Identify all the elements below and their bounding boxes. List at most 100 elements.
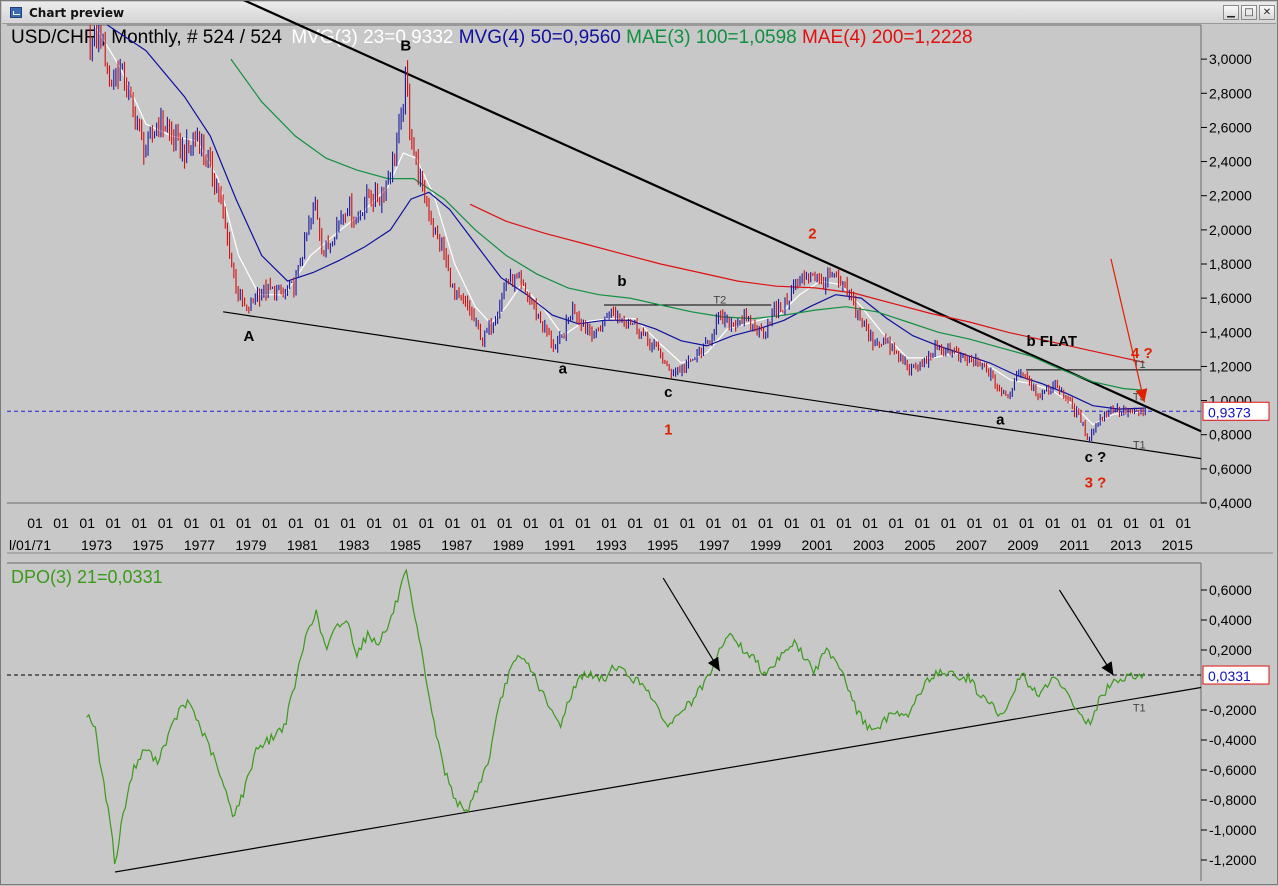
dpo-trendline — [114, 686, 1202, 873]
x-tick-year-label: 2011 — [1059, 537, 1089, 553]
price-current-value-box — [1202, 401, 1270, 421]
x-tick-month-label: 01 — [236, 515, 252, 531]
wave-label: T2 — [713, 294, 726, 306]
annotation-arrow — [1058, 589, 1115, 676]
price-current-value: 0,9373 — [1208, 404, 1251, 420]
wave-label: b FLAT — [1026, 333, 1077, 350]
x-tick-month-label: 01 — [967, 515, 983, 531]
price-y-tick-label: 0,8000 — [1209, 427, 1252, 443]
wave-label: 2 — [808, 225, 816, 242]
x-tick-month-label: 01 — [340, 515, 356, 531]
dpo-current-value-box — [1202, 665, 1270, 685]
wave-label: 4 ? — [1131, 345, 1153, 362]
maximize-button[interactable]: □ — [1241, 5, 1257, 20]
x-tick-month-label: 01 — [601, 515, 617, 531]
annotation-arrow — [1110, 258, 1145, 403]
minimize-button[interactable]: ▁ — [1223, 5, 1239, 20]
x-tick-month-label: 01 — [1176, 515, 1192, 531]
dpo-y-tick-label: -0,8000 — [1209, 792, 1257, 808]
x-tick-month-label: 01 — [941, 515, 957, 531]
x-tick-month-label: 01 — [497, 515, 513, 531]
price-trendline — [242, 1, 1202, 433]
annotation-arrow — [662, 577, 721, 672]
time-x-axis: 01 01 01 01 01 01 01 01 01 01 01 01 01 01 01 01 01 01 01 01… — [9, 515, 1193, 553]
price-y-tick-label: 1,2000 — [1209, 358, 1252, 374]
annotation-arrow-head — [707, 656, 720, 671]
x-tick-month-label: 01 — [889, 515, 905, 531]
x-tick-year-label: 1993 — [596, 537, 627, 553]
x-tick-year-label: 1999 — [750, 537, 781, 553]
chart-app-icon — [10, 7, 22, 18]
wave-label: b — [617, 273, 626, 290]
x-tick-month-label: 01 — [1150, 515, 1166, 531]
x-tick-year-label: 2009 — [1007, 537, 1038, 553]
dpo-trendlines — [7, 674, 1202, 873]
dpo-title: DPO(3) 21=0,0331 — [11, 567, 163, 587]
x-tick-year-label: 2001 — [801, 537, 832, 553]
price-panel-bg — [7, 25, 1201, 503]
dpo-annotations: T1 — [662, 577, 1146, 715]
wave-label: 3 ? — [1085, 475, 1107, 492]
x-tick-month-label: 01 — [706, 515, 722, 531]
price-y-tick-label: 3,0000 — [1209, 51, 1252, 67]
x-tick-year-label: 1977 — [184, 537, 215, 553]
x-tick-month-label: 01 — [27, 515, 43, 531]
window-title: Chart preview — [29, 6, 125, 20]
price-y-tick-label: 2,4000 — [1209, 154, 1252, 170]
dpo-y-tick-label: -1,0000 — [1209, 822, 1257, 838]
x-tick-year-label: 1979 — [235, 537, 266, 553]
x-tick-month-label: 01 — [549, 515, 565, 531]
x-tick-month-label: 01 — [210, 515, 226, 531]
dpo-current-value: 0,0331 — [1208, 668, 1251, 684]
dpo-y-tick-label: 0,2000 — [1209, 642, 1252, 658]
wave-label: c ? — [1085, 449, 1107, 466]
dpo-y-tick-label: 0,4000 — [1209, 612, 1252, 628]
x-tick-month-label: 01 — [79, 515, 95, 531]
x-tick-month-label: 01 — [262, 515, 278, 531]
x-tick-month-label: 01 — [758, 515, 774, 531]
x-tick-year-label: l/01/71 — [9, 537, 51, 553]
x-tick-year-label: 2005 — [904, 537, 935, 553]
title-bar[interactable]: Chart preview ▁ □ ✕ — [2, 2, 1276, 24]
x-tick-month-label: 01 — [1045, 515, 1061, 531]
x-tick-month-label: 01 — [106, 515, 122, 531]
price-y-tick-label: 2,2000 — [1209, 188, 1252, 204]
price-y-tick-label: 1,4000 — [1209, 324, 1252, 340]
annotation-arrow-head — [1135, 388, 1148, 403]
moving-average-line — [469, 203, 1145, 364]
x-tick-month-label: 01 — [680, 515, 696, 531]
x-tick-month-label: 01 — [1097, 515, 1113, 531]
price-y-tick-label: 2,8000 — [1209, 85, 1252, 101]
price-y-axis: 0,40000,60000,80001,00001,20001,40001,60… — [1201, 51, 1252, 511]
x-tick-month-label: 01 — [1123, 515, 1139, 531]
x-tick-year-label: 2015 — [1162, 537, 1193, 553]
x-tick-year-label: 2003 — [853, 537, 884, 553]
x-tick-year-label: 2007 — [956, 537, 987, 553]
price-ohlc-bars — [89, 25, 1146, 443]
dpo-y-tick-label: -1,2000 — [1209, 852, 1257, 868]
close-button[interactable]: ✕ — [1259, 5, 1275, 20]
x-tick-month-label: 01 — [445, 515, 461, 531]
dpo-panel-bg — [7, 563, 1201, 881]
price-y-tick-label: 0,6000 — [1209, 461, 1252, 477]
moving-average-line — [106, 24, 1145, 410]
symbol-label: USD/CHF , Monthly, # 524 / 524 — [11, 27, 282, 48]
x-tick-year-label: 1987 — [441, 537, 472, 553]
mvg50-legend: MVG(4) 50=0,9560 — [459, 27, 621, 48]
x-tick-month-label: 01 — [1071, 515, 1087, 531]
x-tick-month-label: 01 — [367, 515, 383, 531]
x-tick-month-label: 01 — [810, 515, 826, 531]
dpo-y-tick-label: -0,2000 — [1209, 702, 1257, 718]
mvg23-legend: MVG(3) 23=0,9332 — [291, 27, 453, 48]
chart-header: USD/CHF , Monthly, # 524 / 524 MVG(3) 23… — [11, 27, 973, 48]
wave-label: A — [243, 328, 254, 345]
dpo-line — [86, 568, 1145, 865]
wave-label: B — [400, 38, 411, 55]
current-value-boxes: 0,9373 0,0331 — [1202, 401, 1270, 685]
x-tick-year-label: 1995 — [647, 537, 678, 553]
x-tick-year-label: 1989 — [493, 537, 524, 553]
x-tick-month-label: 01 — [628, 515, 644, 531]
wave-label: 1 — [664, 422, 672, 439]
